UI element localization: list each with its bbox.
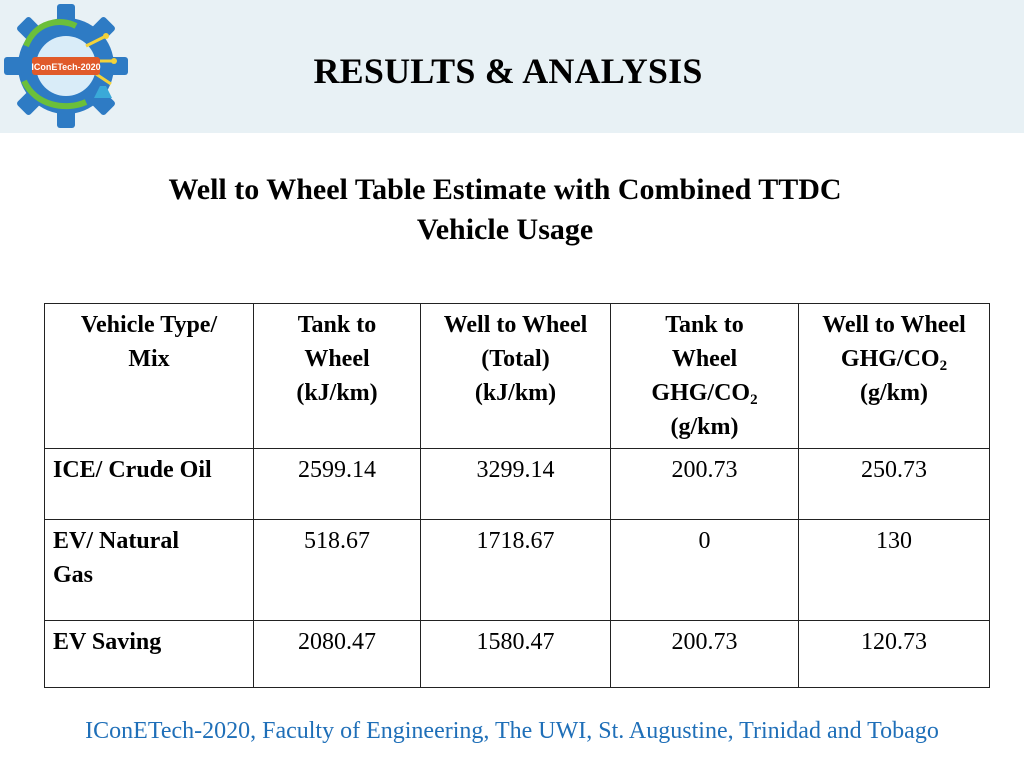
table-cell: 3299.14 [420,448,611,520]
table-cell: 120.73 [798,620,990,688]
table-cell: 2080.47 [253,620,421,688]
table-cell: 250.73 [798,448,990,520]
table-row: EV/ Natural Gas 518.67 1718.67 0 130 [44,519,990,621]
well-to-wheel-table: Vehicle Type/ Mix Tank to Wheel (kJ/km) … [44,303,990,688]
table-cell: 200.73 [610,620,799,688]
table-caption-line-1: Well to Wheel Table Estimate with Combin… [168,173,842,206]
column-header-well-to-wheel-ghg: Well to Wheel GHG/CO2 (g/km) [798,303,990,449]
table-row: ICE/ Crude Oil 2599.14 3299.14 200.73 25… [44,448,990,520]
conference-logo: IConETech-2020 [0,0,135,133]
table-header-row: Vehicle Type/ Mix Tank to Wheel (kJ/km) … [44,303,990,449]
slide-title-text: RESULTS & ANALYSIS [313,51,703,91]
table-row: EV Saving 2080.47 1580.47 200.73 120.73 [44,620,990,688]
table-caption-line-2: Vehicle Usage [416,213,594,246]
footer-text: IConETech-2020, Faculty of Engineering, … [85,718,939,744]
header-band: IConETech-2020 RESULTS & ANALYSIS [0,0,1024,133]
column-header-tank-to-wheel-energy: Tank to Wheel (kJ/km) [253,303,421,449]
row-label: EV Saving [44,620,254,688]
table-cell: 2599.14 [253,448,421,520]
logo-text: IConETech-2020 [31,62,100,72]
table-cell: 200.73 [610,448,799,520]
column-header-tank-to-wheel-ghg: Tank to Wheel GHG/CO2 (g/km) [610,303,799,449]
column-header-vehicle-type: Vehicle Type/ Mix [44,303,254,449]
table-cell: 130 [798,519,990,621]
table-cell: 1580.47 [420,620,611,688]
row-label: EV/ Natural Gas [44,519,254,621]
slide-title: RESULTS & ANALYSIS [0,50,1024,92]
table-cell: 518.67 [253,519,421,621]
table-cell: 1718.67 [420,519,611,621]
row-label: ICE/ Crude Oil [44,448,254,520]
table-cell: 0 [610,519,799,621]
column-header-well-to-wheel-energy: Well to Wheel (Total) (kJ/km) [420,303,611,449]
table-caption: Well to Wheel Table Estimate with Combin… [100,170,910,250]
